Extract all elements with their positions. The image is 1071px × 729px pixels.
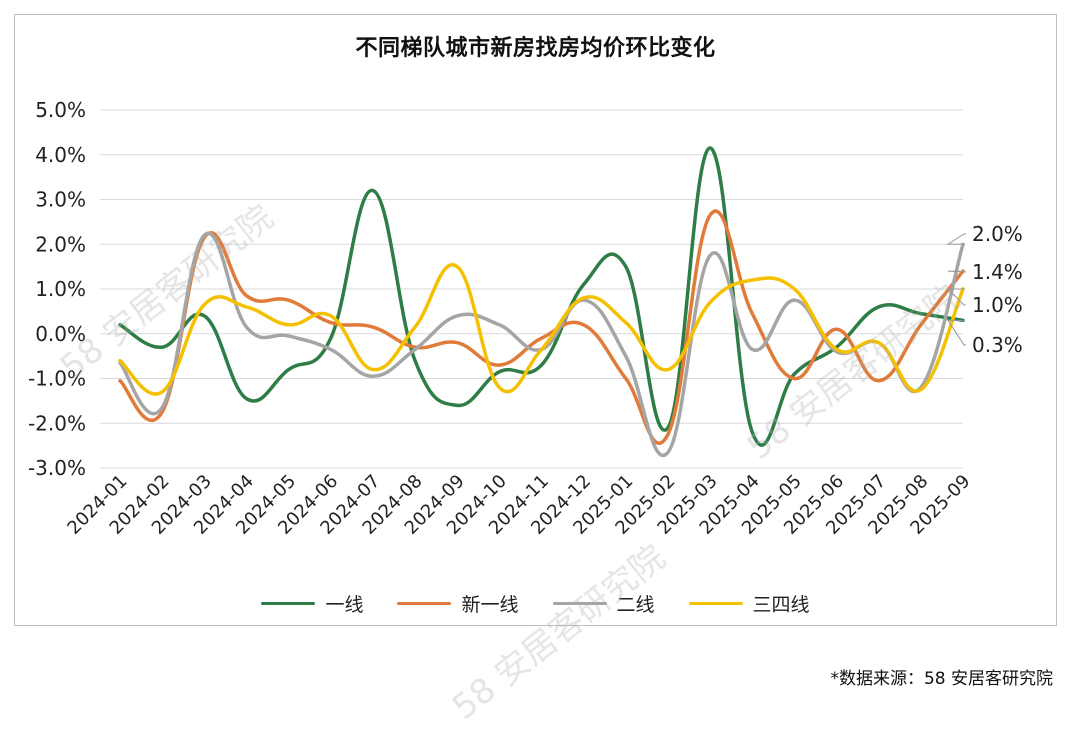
end-value-label: 1.0%	[972, 293, 1023, 317]
y-tick-label: 3.0%	[35, 188, 86, 212]
end-value-label: 2.0%	[972, 222, 1023, 246]
end-value-label: 1.4%	[972, 260, 1023, 284]
y-tick-label: -2.0%	[28, 411, 86, 435]
end-value-label: 0.3%	[972, 333, 1023, 357]
y-tick-label: -1.0%	[28, 367, 86, 391]
legend-item: 新一线	[397, 590, 519, 617]
legend-swatch	[397, 601, 452, 606]
end-label-leader	[946, 288, 966, 306]
legend-label: 二线	[616, 594, 655, 616]
legend-label: 三四线	[752, 594, 810, 616]
series-line-二线	[118, 231, 965, 457]
y-tick-label: 2.0%	[35, 232, 86, 256]
legend-item: 二线	[552, 590, 655, 617]
end-label-leader	[946, 233, 966, 245]
chart-legend: 一线 新一线 二线 三四线	[0, 590, 1071, 617]
chart-title: 不同梯队城市新房找房均价环比变化	[355, 36, 716, 61]
y-tick-label: 1.0%	[35, 277, 86, 301]
end-label-leader	[947, 270, 966, 273]
legend-swatch	[552, 601, 607, 606]
legend-swatch	[688, 601, 743, 606]
y-tick-label: 0.0%	[35, 322, 86, 346]
legend-item: 三四线	[688, 590, 810, 617]
data-source-note: *数据来源：58 安居客研究院	[830, 669, 1053, 689]
y-tick-label: 5.0%	[35, 98, 86, 122]
legend-item: 一线	[261, 590, 363, 617]
series-line-新一线	[118, 209, 965, 445]
legend-swatch	[261, 601, 316, 606]
legend-label: 一线	[325, 594, 364, 616]
series-line-三四线	[118, 263, 965, 396]
legend-label: 新一线	[461, 594, 519, 616]
end-label-leader	[947, 319, 966, 346]
y-tick-label: -3.0%	[28, 456, 86, 480]
line-chart: 5.0% 4.0% 3.0% 2.0% 1.0% 0.0% -1.0% -2.0% -3.0% 2…	[28, 98, 1023, 539]
y-tick-label: 4.0%	[35, 143, 86, 167]
